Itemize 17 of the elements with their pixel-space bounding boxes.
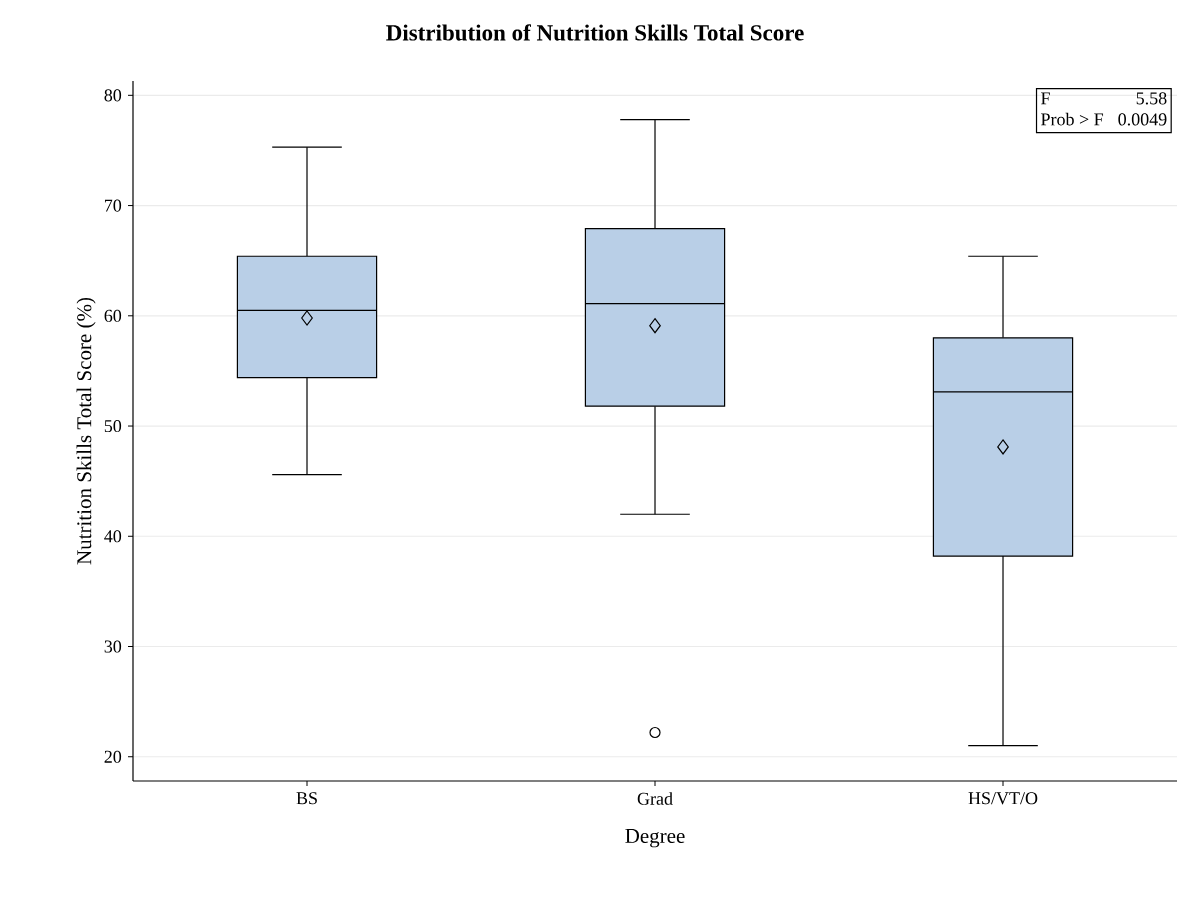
annotation: 5.58 — [1136, 92, 1167, 105]
x-tick-label: Grad — [637, 792, 673, 805]
annotation: Prob > F — [1041, 112, 1104, 126]
annotation: 0.0049 — [1118, 113, 1167, 126]
y-tick-label: 20 — [104, 750, 122, 763]
y-tick-label: 80 — [104, 89, 122, 102]
x-tick-label: BS — [296, 792, 317, 805]
chart-title: Distribution of Nutrition Skills Total Score — [386, 24, 804, 41]
y-tick-label: 50 — [104, 419, 122, 433]
y-axis-title: Nutrition Skills Total Score (%) — [76, 297, 96, 565]
y-tick-label: 60 — [104, 309, 122, 322]
x-axis-title: Degree — [625, 829, 685, 848]
x-tick-label: HS/VT/O — [968, 792, 1038, 805]
annotation: F — [1041, 92, 1050, 105]
y-tick-label: 30 — [104, 640, 122, 653]
y-tick-label: 70 — [104, 199, 122, 212]
y-tick-label: 40 — [104, 530, 122, 543]
